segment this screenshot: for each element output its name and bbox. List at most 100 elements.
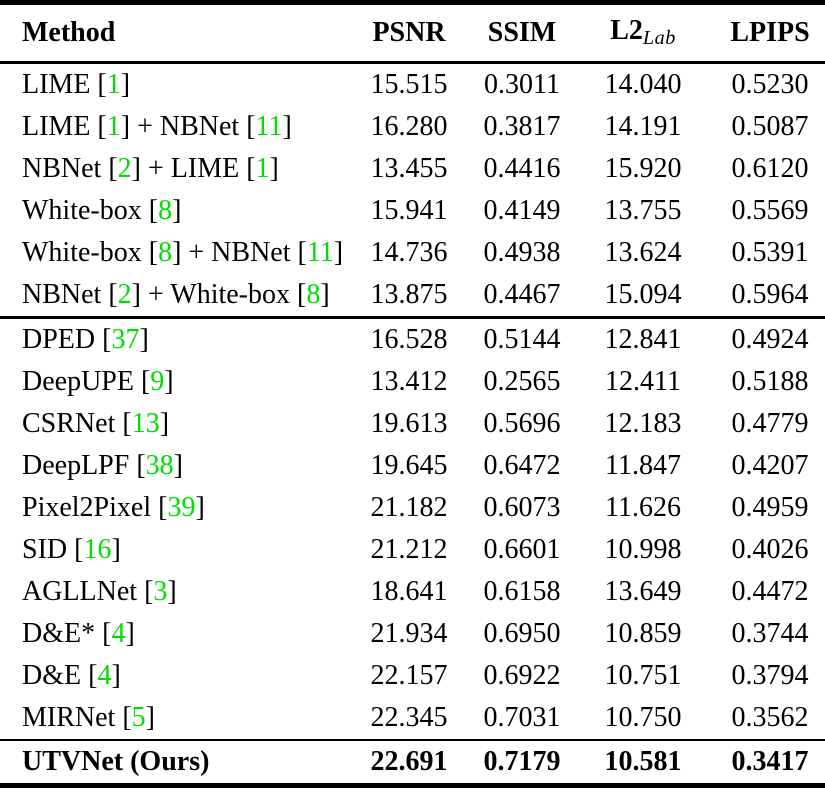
table-row: SID [16] 21.212 0.6601 10.998 0.4026 <box>0 529 825 571</box>
header-ssim: SSIM <box>487 17 557 48</box>
psnr-cell: 15.515 <box>370 69 448 100</box>
citation-link[interactable]: 2 <box>117 153 132 184</box>
psnr-cell: 21.182 <box>370 492 448 523</box>
citation-link[interactable]: 3 <box>153 576 168 607</box>
table-row: LIME [1] + NBNet [11] 16.280 0.3817 14.191 0… <box>0 106 825 148</box>
l2-cell: 14.191 <box>604 111 682 142</box>
method-cell: NBNet [2] + LIME [1] <box>0 148 345 190</box>
ssim-cell: 0.5696 <box>483 408 561 439</box>
table-row: D&E* [4] 21.934 0.6950 10.859 0.3744 <box>0 613 825 655</box>
citation-link[interactable]: 5 <box>131 702 146 733</box>
l2-cell: 13.755 <box>604 195 682 226</box>
table-row: DPED [37] 16.528 0.5144 12.841 0.4924 <box>0 318 825 362</box>
method-text: ] <box>145 702 155 733</box>
method-text: ] <box>164 366 174 397</box>
citation-link[interactable]: 1 <box>106 69 121 100</box>
psnr-cell: 15.941 <box>370 195 448 226</box>
method-cell: D&E [4] <box>0 655 345 697</box>
citation-link[interactable]: 4 <box>97 660 112 691</box>
method-text: ] <box>320 279 330 310</box>
method-text: DeepUPE [ <box>22 366 151 397</box>
ssim-cell: 0.6922 <box>483 660 561 691</box>
method-text: MIRNet [ <box>22 702 132 733</box>
method-text: ] <box>269 153 279 184</box>
method-cell: CSRNet [13] <box>0 403 345 445</box>
method-cell: Pixel2Pixel [39] <box>0 487 345 529</box>
method-cell: LIME [1] <box>0 63 345 107</box>
ssim-cell: 0.4467 <box>483 279 561 310</box>
method-cell: White-box [8] <box>0 190 345 232</box>
method-cell: DPED [37] <box>0 318 345 362</box>
citation-link[interactable]: 16 <box>83 534 112 565</box>
l2-cell: 15.094 <box>604 279 682 310</box>
table-header: Method PSNR SSIM L2Lab LPIPS <box>0 3 825 63</box>
method-text: ] <box>282 111 292 142</box>
psnr-cell: 19.645 <box>370 450 448 481</box>
l2-cell: 11.626 <box>605 492 681 523</box>
method-text: ] + White-box [ <box>131 279 307 310</box>
citation-link[interactable]: 37 <box>111 324 140 355</box>
table-row: MIRNet [5] 22.345 0.7031 10.750 0.3562 <box>0 697 825 740</box>
table-row: LIME [1] 15.515 0.3011 14.040 0.5230 <box>0 63 825 107</box>
l2-cell: 10.859 <box>604 618 682 649</box>
ssim-cell: 0.5144 <box>483 324 561 355</box>
header-row: Method PSNR SSIM L2Lab LPIPS <box>0 3 825 63</box>
method-text: NBNet [ <box>22 153 118 184</box>
citation-link[interactable]: 1 <box>106 111 121 142</box>
table-body: LIME [1] 15.515 0.3011 14.040 0.5230 LIME [1]… <box>0 63 825 786</box>
psnr-cell: 22.345 <box>370 702 448 733</box>
l2-cell: 12.411 <box>605 366 681 397</box>
lpips-cell: 0.5188 <box>731 366 809 397</box>
method-text: D&E* [ <box>22 618 112 649</box>
lpips-cell: 0.5391 <box>731 237 809 268</box>
method-cell: UTVNet (Ours) <box>0 740 345 786</box>
lpips-cell: 0.5230 <box>731 69 809 100</box>
citation-link[interactable]: 39 <box>167 492 196 523</box>
method-text: ] <box>173 450 183 481</box>
citation-link[interactable]: 4 <box>111 618 126 649</box>
ssim-cell: 0.6158 <box>483 576 561 607</box>
psnr-cell: 13.455 <box>370 153 448 184</box>
ssim-cell: 0.4938 <box>483 237 561 268</box>
table-row: NBNet [2] + LIME [1] 13.455 0.4416 15.920 0.… <box>0 148 825 190</box>
citation-link[interactable]: 38 <box>145 450 174 481</box>
method-text: LIME [ <box>22 111 107 142</box>
table-row: DeepLPF [38] 19.645 0.6472 11.847 0.4207 <box>0 445 825 487</box>
table-row: DeepUPE [9] 13.412 0.2565 12.411 0.5188 <box>0 361 825 403</box>
method-cell: SID [16] <box>0 529 345 571</box>
citation-link[interactable]: 2 <box>117 279 132 310</box>
lpips-cell: 0.4026 <box>731 534 809 565</box>
l2-cell: 12.183 <box>604 408 682 439</box>
header-l2-lab: L2Lab <box>571 3 715 63</box>
method-cell: DeepUPE [9] <box>0 361 345 403</box>
l2-cell: 10.751 <box>604 660 682 691</box>
lpips-cell: 0.4779 <box>731 408 809 439</box>
l2-cell: 13.624 <box>604 237 682 268</box>
psnr-cell: 16.280 <box>370 111 448 142</box>
citation-link[interactable]: 1 <box>255 153 270 184</box>
citation-link[interactable]: 8 <box>158 195 173 226</box>
table-row: AGLLNet [3] 18.641 0.6158 13.649 0.4472 <box>0 571 825 613</box>
ssim-cell: 0.4149 <box>483 195 561 226</box>
citation-link[interactable]: 8 <box>158 237 173 268</box>
table-row: CSRNet [13] 19.613 0.5696 12.183 0.4779 <box>0 403 825 445</box>
lpips-cell: 0.5964 <box>731 279 809 310</box>
citation-link[interactable]: 13 <box>131 408 160 439</box>
ssim-cell: 0.3817 <box>483 111 561 142</box>
method-text: ] <box>195 492 205 523</box>
header-method: Method <box>22 17 116 48</box>
citation-link[interactable]: 8 <box>306 279 321 310</box>
citation-link[interactable]: 9 <box>150 366 165 397</box>
psnr-cell: 14.736 <box>370 237 448 268</box>
method-text: ] + LIME [ <box>131 153 256 184</box>
method-text: ] <box>139 324 149 355</box>
method-cell: DeepLPF [38] <box>0 445 345 487</box>
method-text: ] <box>333 237 344 268</box>
l2-cell: 10.581 <box>604 746 682 777</box>
citation-link[interactable]: 11 <box>255 111 283 142</box>
citation-link[interactable]: 11 <box>306 237 334 268</box>
ssim-cell: 0.4416 <box>483 153 561 184</box>
method-cell: LIME [1] + NBNet [11] <box>0 106 345 148</box>
l2-cell: 13.649 <box>604 576 682 607</box>
method-text: ] <box>120 69 131 100</box>
